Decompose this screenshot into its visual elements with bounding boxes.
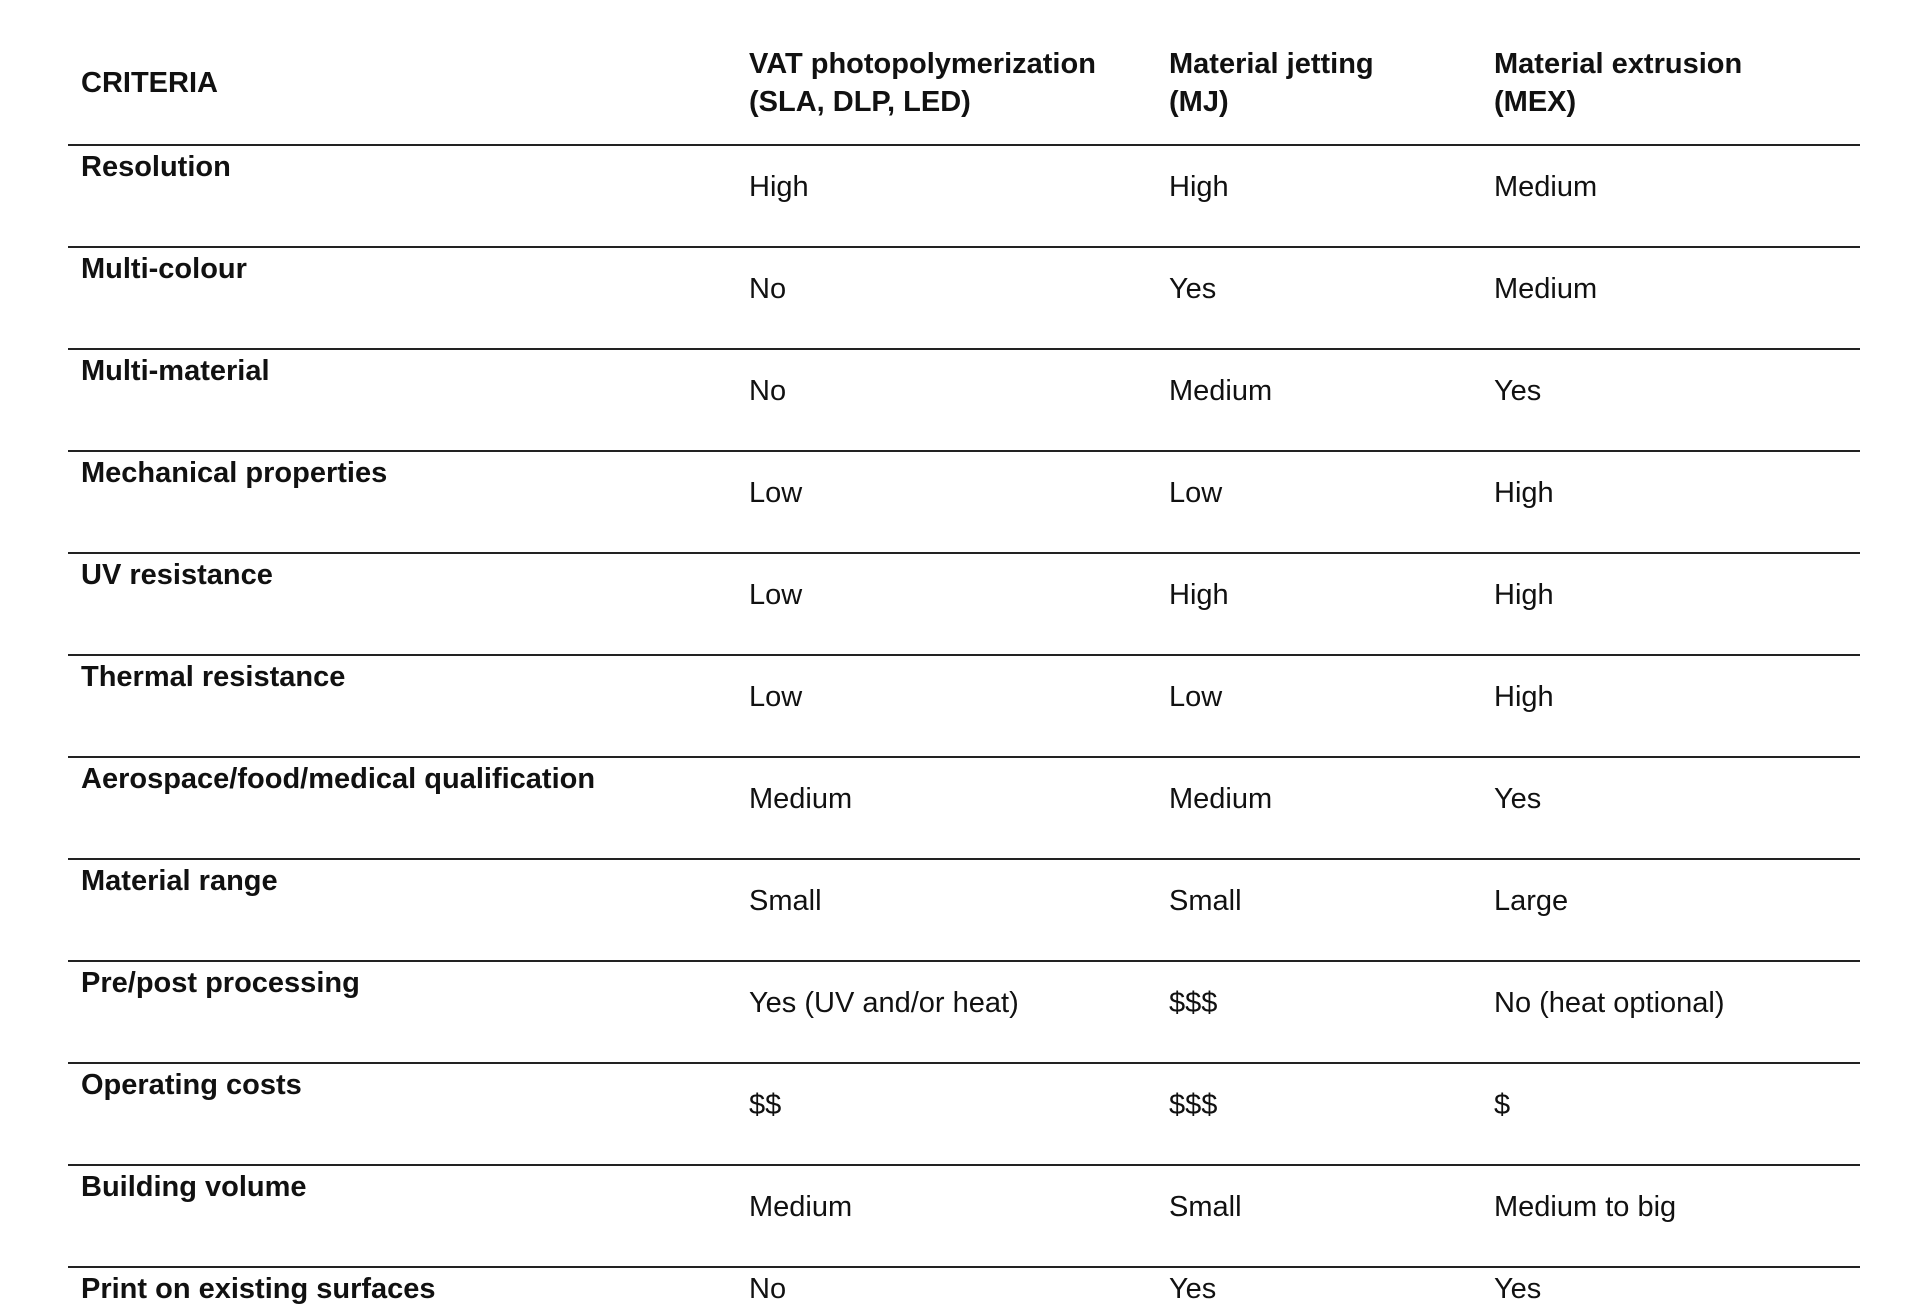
header-vat-line1: VAT photopolymerization (749, 48, 1096, 80)
criteria-cell: Aerospace/food/medical qualification (68, 757, 736, 860)
mex-cell: Yes (1481, 349, 1860, 452)
mj-cell: $$$ (1156, 961, 1481, 1064)
criteria-cell: Operating costs (68, 1063, 736, 1166)
mex-cell: Large (1481, 859, 1860, 962)
table-body: Resolution High High Medium Multi-colour… (68, 145, 1860, 1311)
criteria-cell: Multi-colour (68, 247, 736, 350)
mex-cell: High (1481, 553, 1860, 656)
criteria-cell: Mechanical properties (68, 451, 736, 554)
vat-cell: $$ (736, 1063, 1156, 1166)
page: CRITERIA VAT photopolymerization (SLA, D… (68, 22, 1860, 1305)
vat-cell: Low (736, 451, 1156, 554)
table-row: Pre/post processing Yes (UV and/or heat)… (68, 961, 1860, 1064)
vat-cell: High (736, 145, 1156, 248)
table-row: Print on existing surfaces No Yes Yes (68, 1267, 1860, 1311)
table-row: Mechanical properties Low Low High (68, 451, 1860, 554)
mex-cell: Medium (1481, 145, 1860, 248)
header-vat-line2: (SLA, DLP, LED) (749, 86, 971, 118)
criteria-cell: Thermal resistance (68, 655, 736, 758)
table-row: Material range Small Small Large (68, 859, 1860, 962)
mex-cell: No (heat optional) (1481, 961, 1860, 1064)
mj-cell: Yes (1156, 247, 1481, 350)
vat-cell: Yes (UV and/or heat) (736, 961, 1156, 1064)
mex-cell: $ (1481, 1063, 1860, 1166)
mj-cell: Yes (1169, 1273, 1217, 1305)
comparison-table: CRITERIA VAT photopolymerization (SLA, D… (68, 22, 1860, 1311)
mj-cell: Medium (1156, 757, 1481, 860)
mj-cell: Small (1156, 859, 1481, 962)
header-mj-line1: Material jetting (1169, 48, 1374, 80)
mex-cell: Yes (1494, 1273, 1542, 1305)
table-row: UV resistance Low High High (68, 553, 1860, 656)
criteria-cell: Multi-material (68, 349, 736, 452)
header-criteria-label: CRITERIA (81, 67, 218, 99)
vat-cell: No (736, 247, 1156, 350)
header-criteria: CRITERIA (68, 22, 736, 146)
table-row: Aerospace/food/medical qualification Med… (68, 757, 1860, 860)
table-row: Multi-material No Medium Yes (68, 349, 1860, 452)
criteria-cell: Material range (68, 859, 736, 962)
table-row: Building volume Medium Small Medium to b… (68, 1165, 1860, 1268)
header-vat-photopolymerization: VAT photopolymerization (SLA, DLP, LED) (736, 22, 1156, 146)
mj-cell: Low (1156, 655, 1481, 758)
mex-cell: High (1481, 451, 1860, 554)
mex-cell: High (1481, 655, 1860, 758)
mj-cell: High (1156, 145, 1481, 248)
criteria-cell: Pre/post processing (68, 961, 736, 1064)
header-row: CRITERIA VAT photopolymerization (SLA, D… (68, 22, 1860, 146)
mex-cell: Medium to big (1481, 1165, 1860, 1268)
mj-cell: Small (1156, 1165, 1481, 1268)
vat-cell: No (736, 349, 1156, 452)
mex-cell: Medium (1481, 247, 1860, 350)
table-row: Multi-colour No Yes Medium (68, 247, 1860, 350)
criteria-cell: Building volume (68, 1165, 736, 1268)
criteria-cell: UV resistance (68, 553, 736, 656)
mex-cell: Yes (1481, 757, 1860, 860)
table-row: Operating costs $$ $$$ $ (68, 1063, 1860, 1166)
header-material-extrusion: Material extrusion (MEX) (1481, 22, 1860, 146)
vat-cell: Small (736, 859, 1156, 962)
vat-cell: Low (736, 655, 1156, 758)
table-row: Thermal resistance Low Low High (68, 655, 1860, 758)
mj-cell: $$$ (1156, 1063, 1481, 1166)
mj-cell: High (1156, 553, 1481, 656)
vat-cell: Medium (736, 1165, 1156, 1268)
header-mex-line2: (MEX) (1494, 86, 1577, 118)
table-row: Resolution High High Medium (68, 145, 1860, 248)
criteria-cell: Print on existing surfaces (81, 1273, 436, 1305)
vat-cell: Low (736, 553, 1156, 656)
header-mj-line2: (MJ) (1169, 86, 1229, 118)
header-material-jetting: Material jetting (MJ) (1156, 22, 1481, 146)
header-mex-line1: Material extrusion (1494, 48, 1743, 80)
criteria-cell: Resolution (68, 145, 736, 248)
mj-cell: Low (1156, 451, 1481, 554)
vat-cell: Medium (736, 757, 1156, 860)
vat-cell: No (749, 1273, 787, 1305)
table-header: CRITERIA VAT photopolymerization (SLA, D… (68, 22, 1860, 146)
mj-cell: Medium (1156, 349, 1481, 452)
